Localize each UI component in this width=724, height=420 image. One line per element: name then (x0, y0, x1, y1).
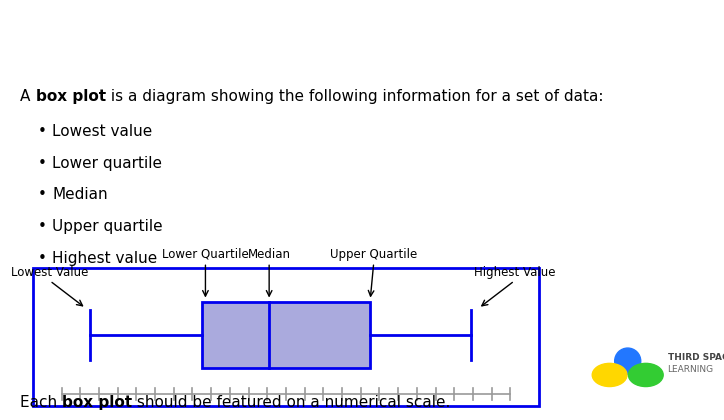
Ellipse shape (628, 363, 663, 386)
Text: box plot: box plot (62, 395, 132, 409)
Text: THIRD SPACE: THIRD SPACE (668, 353, 724, 362)
Text: Lowest value: Lowest value (52, 124, 152, 139)
Text: •: • (38, 219, 46, 234)
Text: •: • (38, 156, 46, 171)
Bar (33, 268, 539, 406)
Ellipse shape (615, 348, 641, 374)
Text: •: • (38, 187, 46, 202)
Text: Lower Quartile: Lower Quartile (162, 248, 249, 260)
Text: Box plot: Box plot (20, 29, 150, 57)
Text: Highest Value: Highest Value (473, 266, 555, 279)
Text: Each: Each (20, 395, 62, 409)
Text: Median: Median (248, 248, 290, 260)
Text: is a diagram showing the following information for a set of data:: is a diagram showing the following infor… (106, 89, 603, 104)
Text: box plot: box plot (35, 89, 106, 104)
Text: Lower quartile: Lower quartile (52, 156, 162, 171)
Text: Lowest Value: Lowest Value (11, 266, 88, 279)
Text: A: A (20, 89, 35, 104)
Text: Highest value: Highest value (52, 251, 157, 266)
Text: •: • (38, 251, 46, 266)
Text: LEARNING: LEARNING (668, 365, 714, 374)
Text: Upper Quartile: Upper Quartile (330, 248, 418, 260)
Text: Median: Median (52, 187, 108, 202)
Bar (202, 302, 370, 368)
Text: should be featured on a numerical scale.: should be featured on a numerical scale. (132, 395, 451, 409)
Text: •: • (38, 124, 46, 139)
Text: Upper quartile: Upper quartile (52, 219, 163, 234)
Ellipse shape (592, 363, 627, 386)
